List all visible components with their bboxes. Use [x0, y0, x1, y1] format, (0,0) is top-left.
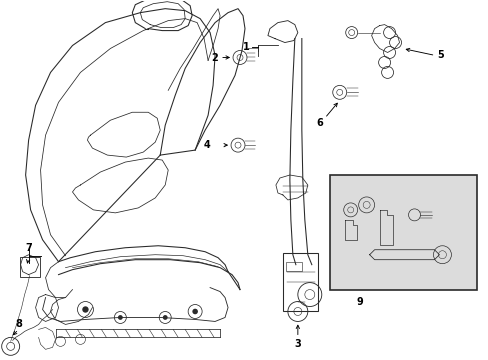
Bar — [329, 175, 476, 289]
FancyBboxPatch shape — [20, 257, 40, 276]
Text: 9: 9 — [356, 297, 362, 306]
Text: 5: 5 — [437, 50, 443, 60]
Circle shape — [163, 315, 167, 320]
FancyBboxPatch shape — [283, 253, 318, 311]
Circle shape — [82, 306, 88, 313]
FancyBboxPatch shape — [286, 262, 302, 271]
Text: 2: 2 — [211, 54, 218, 63]
Text: 3: 3 — [294, 339, 301, 350]
Text: 4: 4 — [203, 140, 210, 150]
Text: 1: 1 — [243, 41, 249, 51]
Circle shape — [118, 315, 122, 320]
Circle shape — [192, 309, 198, 314]
Text: 7: 7 — [25, 243, 32, 253]
Text: 8: 8 — [15, 319, 22, 329]
Text: 6: 6 — [316, 118, 323, 128]
